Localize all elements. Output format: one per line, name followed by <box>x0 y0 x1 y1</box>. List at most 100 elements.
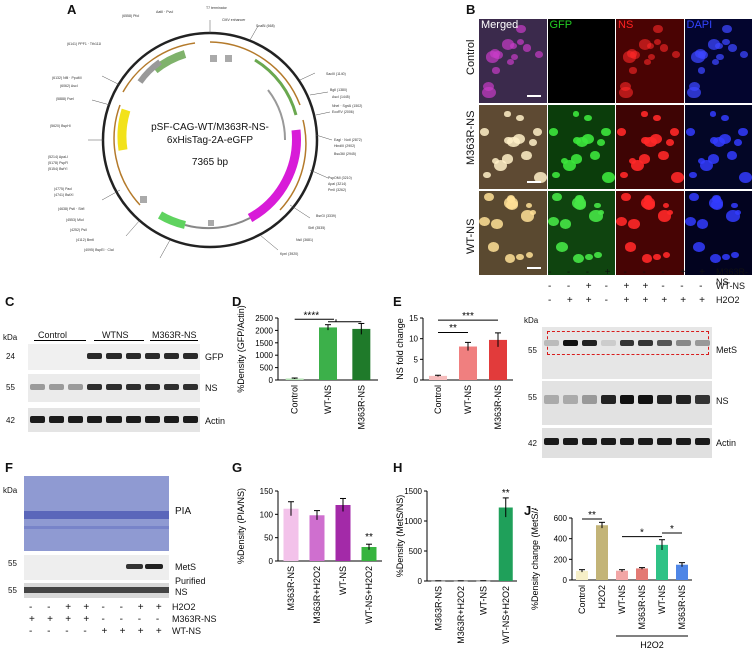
cell-nucleus <box>721 114 730 122</box>
cell-nucleus <box>639 154 651 164</box>
actin-band <box>49 416 65 423</box>
panel-f-blot: kDa PIA MetS Purified NS 55 55 - - + + - - + + H… <box>0 466 225 654</box>
actin-band <box>544 438 559 445</box>
promoter-arc <box>137 59 162 84</box>
column-label: GFP <box>549 19 573 31</box>
treatment-marks-f: - - + + - - + + H2O2 + + + + - - - - M363R-NS - - - - + + + + WT-N… <box>24 602 224 642</box>
cell-nucleus <box>575 59 582 65</box>
x-tick-label: WT-NS <box>657 585 667 614</box>
panel-label-b: B <box>466 2 476 17</box>
marker-42: 42 <box>528 439 537 448</box>
y-tick-label: 150 <box>260 487 274 496</box>
cell-nucleus <box>516 253 525 261</box>
micrograph-cell <box>616 191 684 275</box>
cell-nucleus <box>693 241 705 252</box>
site-ticks <box>88 20 333 259</box>
cell-nucleus <box>510 54 519 61</box>
feature-arc <box>209 41 301 106</box>
cell-nucleus <box>739 171 752 183</box>
cell-nucleus <box>522 44 532 52</box>
y-tick-label: 200 <box>554 555 568 564</box>
treatment-mark: - <box>83 626 87 637</box>
ori-arc <box>152 50 187 74</box>
micrograph-cell <box>616 105 684 189</box>
cell-nucleus <box>738 128 748 137</box>
ns-band <box>144 384 160 390</box>
micrograph-cell <box>547 191 615 275</box>
actin-band <box>676 438 692 445</box>
cell-nucleus <box>504 136 513 144</box>
cell-nucleus <box>644 136 657 148</box>
gfp-band <box>144 353 160 359</box>
ns-band <box>106 384 122 390</box>
site-label: EagI · NotI (2872) <box>334 138 362 142</box>
cell-nucleus <box>601 128 611 137</box>
micrograph-cell: DAPI <box>684 19 752 103</box>
cell-nucleus <box>712 59 720 66</box>
x-tick-label: H2O2 <box>597 585 607 609</box>
cell-nucleus <box>688 171 697 179</box>
y-tick-label: 0 <box>414 376 419 385</box>
cell-nucleus <box>516 24 527 33</box>
treatment-mark: - <box>548 267 552 278</box>
site-label: ApaI (3214) <box>328 182 347 186</box>
x-tick-label: WT-NS+H2O2 <box>364 566 374 624</box>
treatment-mark: - <box>585 267 590 278</box>
treatment-mark: + <box>699 267 705 278</box>
cell-nucleus <box>712 136 726 148</box>
cell-nucleus <box>479 216 491 226</box>
site-label: CMV enhancer <box>222 18 246 22</box>
treatment-mark: + <box>137 602 144 613</box>
treatment-mark: + <box>101 626 108 637</box>
mets-band <box>562 340 578 346</box>
cell-nucleus <box>709 136 719 144</box>
cell-nucleus <box>603 51 611 58</box>
x-tick-label: M363R-NS <box>286 566 296 611</box>
panel-label-f: F <box>5 460 13 475</box>
cell-nucleus <box>534 51 543 58</box>
feature-box <box>225 55 232 62</box>
site-label: Bsu36I (2945) <box>334 152 356 156</box>
ns-band <box>581 395 597 404</box>
y-axis-label: %Density (PIA/NS) <box>236 488 246 564</box>
micrograph-cell: Merged <box>479 19 547 103</box>
row-label-wt: WT-NS <box>465 218 477 254</box>
cell-nucleus <box>685 128 695 136</box>
bar <box>285 378 304 380</box>
cell-nucleus <box>487 241 500 252</box>
cell-nucleus <box>529 210 536 216</box>
band-gfp: GFP <box>205 352 224 362</box>
cell-nucleus <box>502 39 515 50</box>
treatment-mark: + <box>680 267 687 278</box>
ns-band <box>182 384 198 390</box>
cell-nucleus <box>533 171 547 183</box>
mets-band <box>600 340 616 346</box>
cell-nucleus <box>515 114 524 122</box>
significance-label: ** <box>588 510 596 521</box>
x-tick-label: M363R-NS <box>356 385 366 430</box>
chart-j: 0 200 400 600 %Density change (MetS/Actin) Co… <box>530 508 692 650</box>
treatment-mark: - <box>548 281 552 292</box>
treatment-mark: - <box>566 267 571 278</box>
group-m363r: M363R-NS <box>152 330 197 340</box>
micrograph-cells: Merged GFP NS DAPI <box>479 17 754 278</box>
cell-nucleus <box>709 111 717 117</box>
x-tick-label: WT-NS <box>478 586 488 615</box>
cell-nucleus <box>574 200 587 211</box>
cell-nucleus <box>504 111 511 117</box>
site-label: (6558) PfoI <box>122 14 140 18</box>
y-tick-label: 5 <box>414 355 419 364</box>
feature-arc <box>279 119 307 211</box>
panel-label-c: C <box>5 294 15 309</box>
treatment-mark: - <box>680 281 684 292</box>
treatment-mark: + <box>585 281 592 292</box>
ns-band <box>676 395 692 404</box>
gfp-band <box>163 353 179 359</box>
cell-nucleus <box>684 216 696 226</box>
cell-nucleus <box>480 128 490 136</box>
cell-nucleus <box>731 203 738 209</box>
site-label: (6132) NflI · PpuMI <box>52 76 82 80</box>
cell-nucleus <box>584 253 593 261</box>
bar <box>352 328 371 380</box>
x-tick-label: Control <box>577 585 587 614</box>
